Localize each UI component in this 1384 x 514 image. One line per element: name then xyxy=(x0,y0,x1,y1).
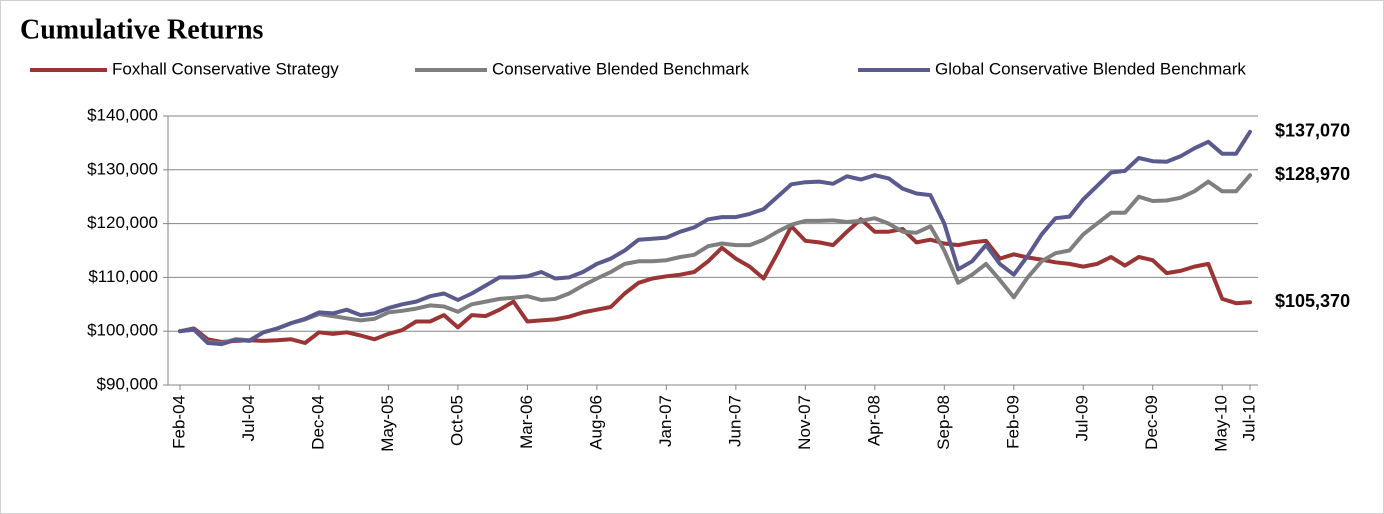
x-tick-label: Feb-04 xyxy=(169,395,188,449)
y-tick-label: $120,000 xyxy=(87,213,158,232)
x-tick-label: Aug-06 xyxy=(586,395,605,450)
x-tick-label: Oct-05 xyxy=(447,395,466,446)
y-tick-label: $100,000 xyxy=(87,321,158,340)
series-line xyxy=(178,129,1252,347)
legend-label: Conservative Blended Benchmark xyxy=(492,59,750,78)
x-tick-label: Feb-09 xyxy=(1003,395,1022,449)
x-tick-label: May-05 xyxy=(378,395,397,452)
x-tick-label: May-10 xyxy=(1212,395,1231,452)
y-tick-label: $140,000 xyxy=(87,105,158,124)
series-line xyxy=(178,217,1252,345)
x-tick-label: Dec-09 xyxy=(1142,395,1161,450)
x-tick-label: Jun-07 xyxy=(725,395,744,447)
series-line xyxy=(178,173,1252,345)
x-tick-label: Jul-04 xyxy=(239,395,258,441)
x-tick-label: Jul-09 xyxy=(1073,395,1092,441)
x-tick-label: Jan-07 xyxy=(656,395,675,447)
x-tick-label: Mar-06 xyxy=(517,395,536,449)
y-tick-label: $110,000 xyxy=(88,267,158,286)
x-tick-label: Sep-08 xyxy=(934,395,953,450)
y-tick-label: $90,000 xyxy=(97,374,158,393)
legend-label: Global Conservative Blended Benchmark xyxy=(935,59,1246,78)
end-label: $128,970 xyxy=(1275,164,1350,184)
legend-label: Foxhall Conservative Strategy xyxy=(112,59,339,78)
y-tick-label: $130,000 xyxy=(87,159,158,178)
x-tick-label: Nov-07 xyxy=(795,395,814,450)
x-tick-label: Apr-08 xyxy=(864,395,883,446)
end-label: $137,070 xyxy=(1275,121,1350,141)
end-label: $105,370 xyxy=(1275,291,1350,311)
chart-title: Cumulative Returns xyxy=(20,14,264,45)
x-tick-label: Jul-10 xyxy=(1239,395,1258,441)
x-tick-label: Dec-04 xyxy=(308,395,327,450)
